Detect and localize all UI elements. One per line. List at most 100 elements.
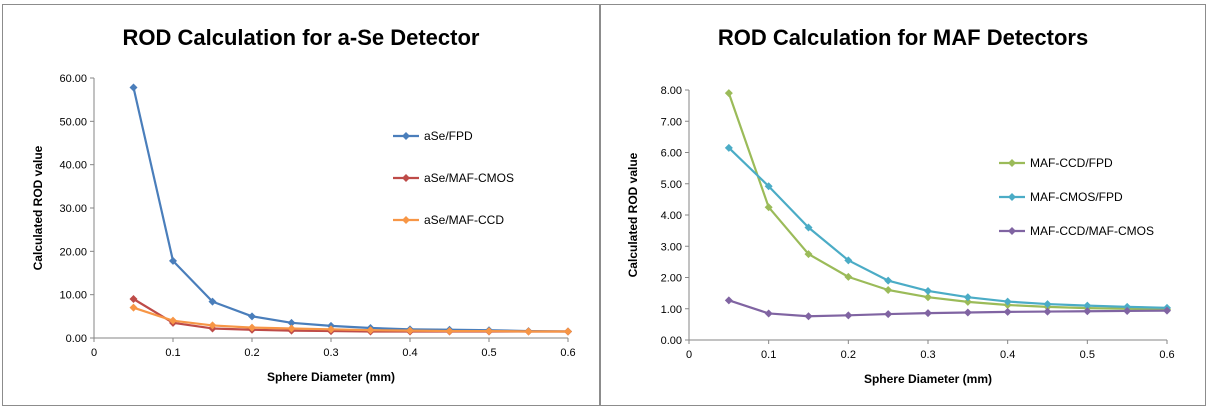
series-line-MAF-CCD/MAF-CMOS <box>728 299 1168 318</box>
data-point <box>248 312 256 321</box>
data-point <box>129 303 138 312</box>
chart-svg-right: 0.00 1.00 2.00 3.00 4.00 5.00 6.00 7.00 8.00 0 0.1… <box>626 85 1175 386</box>
legend-marker <box>402 216 410 224</box>
data-point <box>764 203 773 212</box>
x-tick-label: 0.5 <box>1080 349 1095 361</box>
y-tick-label: 7.00 <box>661 116 682 128</box>
chart-panel-right: ROD Calculation for MAF Detectors 0.00 1.… <box>600 4 1206 406</box>
data-point <box>963 308 972 317</box>
data-point <box>169 256 177 265</box>
data-point <box>844 311 853 320</box>
data-point <box>1123 302 1132 311</box>
data-point <box>804 223 813 232</box>
data-point <box>366 326 375 335</box>
data-point <box>844 272 853 281</box>
x-tick-label: 0.5 <box>481 347 496 359</box>
x-axis-title: Sphere Diameter (mm) <box>267 370 395 384</box>
y-tick-label: 3.00 <box>661 241 682 253</box>
chart-title-right: ROD Calculation for MAF Detectors <box>717 25 1089 50</box>
series-line-MAF-CMOS/FPD <box>728 147 1168 309</box>
y-tick-label: 1.00 <box>661 304 682 316</box>
data-point <box>1083 301 1092 310</box>
x-tick-label: 0.3 <box>920 349 935 361</box>
legend-marker <box>402 132 410 140</box>
x-axis-title: Sphere Diameter (mm) <box>864 372 992 386</box>
data-point <box>327 325 335 334</box>
data-point <box>963 297 972 306</box>
chart-svg-left: 0.00 10.00 20.00 30.00 40.00 50.00 60.00 0 0.1 0.… <box>31 73 576 384</box>
y-tick-label: 30.00 <box>59 203 87 215</box>
data-point <box>1043 300 1052 309</box>
data-point <box>248 323 256 332</box>
legend-label: aSe/MAF-CMOS <box>424 171 514 185</box>
y-tick-label: 50.00 <box>59 116 87 128</box>
series-line-aSe/FPD <box>132 87 569 333</box>
y-tick-label: 10.00 <box>59 290 87 302</box>
data-point <box>844 256 853 265</box>
x-tick-label: 0 <box>686 349 692 361</box>
y-tick-label: 0.00 <box>661 335 682 347</box>
data-point <box>804 312 813 321</box>
data-point <box>1163 306 1171 315</box>
data-point <box>169 316 177 325</box>
x-tick-label: 0.4 <box>1000 349 1015 361</box>
y-tick-label: 2.00 <box>661 273 682 285</box>
data-point <box>1083 307 1092 316</box>
data-point <box>764 309 773 318</box>
y-tick-label: 4.00 <box>661 210 682 222</box>
x-tick-label: 0.2 <box>244 347 259 359</box>
data-point <box>1043 307 1052 316</box>
data-point <box>287 318 296 327</box>
data-point <box>924 309 932 318</box>
x-tick-label: 0.2 <box>841 349 856 361</box>
y-tick-label: 8.00 <box>661 85 682 97</box>
data-point <box>129 83 138 92</box>
data-point <box>287 324 296 333</box>
data-point <box>724 89 733 98</box>
data-point <box>208 297 217 306</box>
legend-marker <box>402 174 410 182</box>
data-point <box>208 321 217 330</box>
data-point <box>804 250 813 259</box>
data-point <box>724 296 733 305</box>
data-point <box>884 276 893 285</box>
x-tick-label: 0.1 <box>165 347 180 359</box>
x-tick-label: 0 <box>91 347 97 359</box>
y-tick-label: 60.00 <box>59 73 87 85</box>
x-tick-label: 0.6 <box>1159 349 1174 361</box>
legend-label: aSe/FPD <box>424 129 473 143</box>
y-tick-label: 6.00 <box>661 148 682 160</box>
x-tick-label: 0.6 <box>560 347 575 359</box>
legend-label: MAF-CCD/MAF-CMOS <box>1030 224 1154 238</box>
y-axis-title: Calculated ROD value <box>626 152 640 277</box>
chart-title-left: ROD Calculation for a-Se Detector <box>122 25 480 50</box>
series-line-MAF-CCD/FPD <box>727 92 1168 311</box>
legend-marker <box>1008 193 1016 201</box>
data-point <box>884 310 893 319</box>
legend-label: MAF-CCD/FPD <box>1030 156 1113 170</box>
data-point <box>564 327 572 336</box>
y-tick-label: 0.00 <box>66 333 87 345</box>
y-axis-title: Calculated ROD value <box>31 145 45 270</box>
data-point <box>129 295 138 303</box>
series-line-aSe/MAF-CCD <box>133 306 568 333</box>
data-point <box>485 327 493 336</box>
legend-label: aSe/MAF-CCD <box>424 213 504 227</box>
data-point <box>724 143 733 152</box>
data-point <box>406 326 414 335</box>
data-point <box>1003 307 1012 316</box>
chart-panel-left: ROD Calculation for a-Se Detector 0.00 10… <box>2 4 600 406</box>
y-tick-label: 40.00 <box>59 160 87 172</box>
data-point <box>963 293 972 302</box>
data-point <box>764 182 773 191</box>
data-point <box>884 286 893 294</box>
data-point <box>445 327 454 336</box>
legend-label: MAF-CMOS/FPD <box>1030 190 1123 204</box>
x-tick-label: 0.4 <box>402 347 417 359</box>
data-point <box>1123 306 1132 315</box>
data-point <box>924 286 932 295</box>
legend-marker <box>1008 227 1016 235</box>
x-tick-label: 0.3 <box>323 347 338 359</box>
y-tick-label: 20.00 <box>59 246 87 258</box>
